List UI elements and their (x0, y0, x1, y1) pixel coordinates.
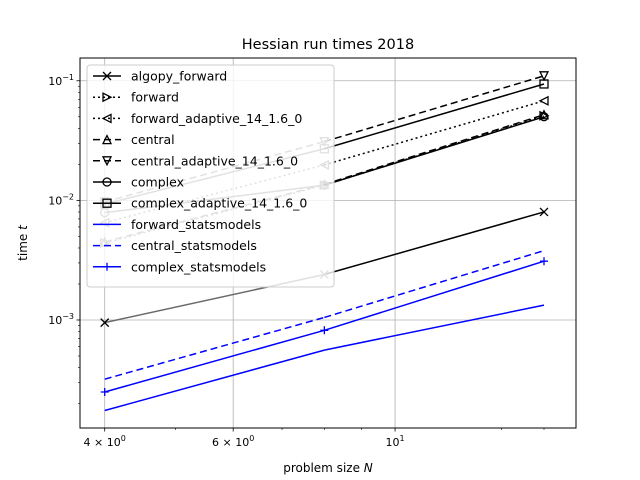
data-point (539, 112, 549, 122)
ticks: 4 × 100 6 × 100 101 10−3 10−2 10−1 (48, 73, 545, 449)
legend-marker (102, 71, 112, 81)
legend-marker (101, 134, 113, 145)
legend-marker (102, 92, 113, 103)
series-segment (104, 329, 325, 393)
y-axis-label: time t (16, 224, 30, 261)
legend-marker (102, 177, 112, 187)
series-complex_statsmodels (100, 257, 549, 396)
y-tick-label: 10−2 (48, 192, 74, 207)
legend-entry: central_adaptive_14_1.6_0 (93, 153, 298, 168)
legend-label: forward (131, 90, 179, 105)
legend-entry: forward_adaptive_14_1.6_0 (93, 111, 302, 126)
series-segment (324, 304, 545, 351)
series-segment (324, 249, 545, 319)
legend-entry: forward_statsmodels (93, 217, 261, 232)
series-forward_statsmodels (104, 304, 545, 412)
legend-box (86, 64, 335, 288)
chart-title: Hessian run times 2018 (242, 37, 414, 53)
series-segment (324, 100, 545, 166)
legend-entry: forward (93, 90, 179, 105)
legend-entry: complex_statsmodels (93, 259, 266, 274)
data-point (538, 71, 550, 82)
data-point (539, 79, 549, 89)
legend-entry: central (93, 132, 175, 147)
axes-frame (79, 57, 577, 429)
data-point (539, 207, 549, 217)
series-segment (324, 114, 545, 186)
series-segment (104, 349, 325, 412)
series-segment (324, 83, 545, 150)
data-point (100, 387, 109, 396)
y-axis-label-group: time t (16, 224, 30, 261)
legend-label: forward_adaptive_14_1.6_0 (131, 111, 302, 126)
series-segment (324, 260, 545, 332)
legend-entry: complex_adaptive_14_1.6_0 (93, 196, 307, 211)
data-point (320, 326, 329, 335)
legend-label: complex (131, 175, 184, 190)
y-tick-label: 10−1 (48, 73, 74, 88)
x-tick-label: 6 × 100 (212, 434, 254, 449)
x-axis-label: problem size N (283, 461, 373, 475)
legend-entry: central_statsmodels (93, 238, 257, 253)
y-tick-label: 10−3 (48, 312, 74, 327)
legend-label: central (131, 132, 175, 147)
legend-label: complex_adaptive_14_1.6_0 (131, 196, 307, 211)
series-segment (104, 316, 325, 380)
x-tick-label: 101 (386, 434, 405, 449)
series-central_statsmodels (104, 249, 545, 380)
legend-label: central_statsmodels (131, 238, 257, 253)
data-point (538, 95, 549, 106)
legend-marker (103, 262, 111, 271)
data-point (100, 318, 110, 328)
legend-marker (101, 156, 113, 167)
series-segment (324, 116, 545, 186)
data-point (538, 109, 550, 120)
legend-entry: complex (93, 175, 184, 190)
series-segment (324, 211, 545, 276)
legend-label: algopy_forward (131, 69, 227, 84)
legend-marker (101, 113, 112, 124)
legend-entry: algopy_forward (93, 69, 227, 84)
legend-marker (102, 198, 112, 208)
series-segment (324, 75, 545, 143)
x-tick-label: 4 × 100 (84, 434, 126, 449)
data-point (540, 257, 549, 266)
legend-label: central_adaptive_14_1.6_0 (131, 153, 298, 168)
legend-label: complex_statsmodels (131, 259, 266, 274)
legend-label: forward_statsmodels (131, 217, 261, 232)
